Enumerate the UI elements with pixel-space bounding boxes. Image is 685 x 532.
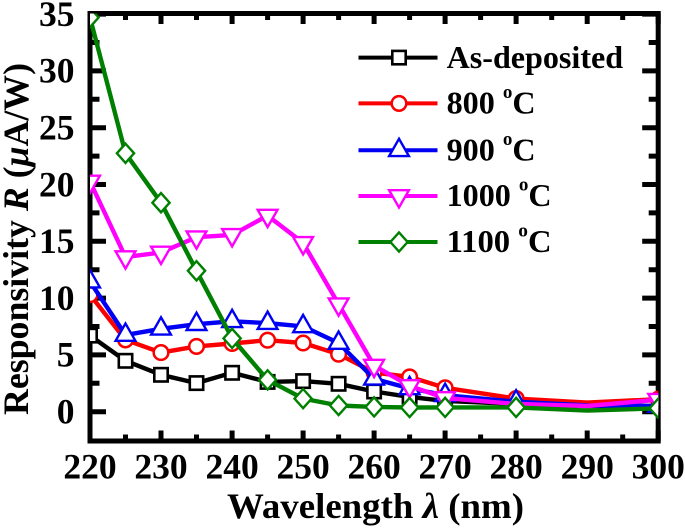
svg-text:800 oC: 800 oC (447, 82, 536, 121)
svg-text:220: 220 (63, 447, 116, 487)
svg-text:5: 5 (57, 335, 75, 375)
svg-text:25: 25 (39, 108, 75, 148)
svg-text:250: 250 (276, 447, 329, 487)
svg-text:30: 30 (39, 51, 75, 91)
svg-text:35: 35 (39, 0, 75, 34)
svg-text:Responsivity R (μA/W): Responsivity R (μA/W) (0, 63, 36, 415)
svg-text:Wavelength λ (nm): Wavelength λ (nm) (227, 486, 524, 526)
svg-text:10: 10 (39, 278, 75, 318)
svg-text:20: 20 (39, 164, 75, 204)
svg-text:240: 240 (205, 447, 258, 487)
svg-text:270: 270 (418, 447, 471, 487)
svg-text:260: 260 (347, 447, 400, 487)
svg-text:1100 oC: 1100 oC (447, 221, 552, 260)
svg-text:230: 230 (134, 447, 187, 487)
svg-text:0: 0 (57, 392, 75, 432)
svg-text:As-deposited: As-deposited (447, 39, 624, 75)
svg-text:900 oC: 900 oC (447, 129, 536, 168)
svg-text:280: 280 (489, 447, 542, 487)
svg-text:1000 oC: 1000 oC (447, 175, 552, 214)
svg-text:290: 290 (561, 447, 614, 487)
svg-text:300: 300 (632, 447, 685, 487)
svg-text:15: 15 (39, 221, 75, 261)
